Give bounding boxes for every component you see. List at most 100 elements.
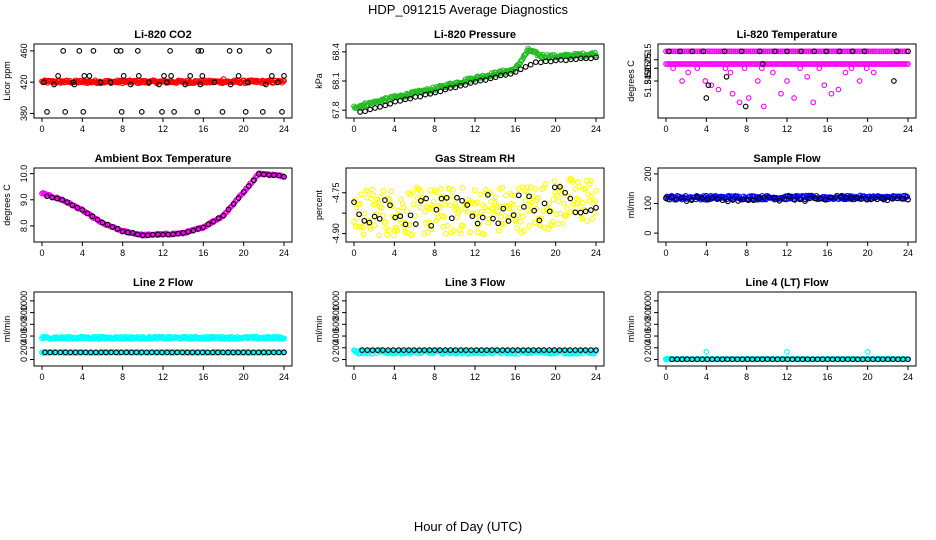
data-point (395, 347, 402, 353)
series-1 (663, 193, 911, 205)
data-point (500, 205, 507, 212)
data-point (905, 196, 911, 203)
x-tick-label: 0 (351, 372, 356, 382)
data-point (423, 195, 429, 202)
panel-7: Line 3 Flow ml/min 0 4 8 12 16 20 24 0 20040060080… (314, 277, 605, 382)
x-tick-label: 0 (39, 124, 44, 134)
panel-0: Li-820 CO2 Licor ppm 0 4 8 12 16 20 24 380 420 460 (2, 29, 293, 134)
data-point (766, 48, 773, 55)
data-point (791, 95, 797, 101)
data-point (424, 229, 431, 236)
data-point (364, 347, 371, 353)
data-point (773, 48, 780, 55)
data-point (572, 186, 579, 192)
data-point (882, 48, 889, 55)
x-tick-label: 20 (863, 248, 873, 258)
y-tick-label: 400 (643, 329, 653, 344)
data-point (385, 227, 392, 234)
data-point (104, 221, 111, 228)
data-point (357, 200, 363, 207)
data-point (109, 224, 116, 230)
data-point (548, 222, 555, 229)
data-point (482, 186, 489, 193)
data-point (736, 99, 743, 106)
panel-4: Gas Stream RH percent 0 4 8 12 16 20 24 -4.90 -4.7… (314, 153, 605, 258)
data-point (745, 48, 752, 55)
x-tick-label: 16 (510, 372, 520, 382)
y-tick-label: 460 (19, 43, 29, 58)
data-point (742, 103, 749, 110)
plot-frame (657, 291, 917, 367)
data-point (531, 219, 538, 226)
data-point (531, 207, 538, 214)
x-tick-label: 16 (198, 124, 208, 134)
data-point (674, 48, 681, 55)
x-tick-label: 8 (744, 248, 749, 258)
data-point (220, 212, 227, 219)
data-point (41, 79, 47, 86)
data-point (683, 198, 690, 204)
data-point (74, 204, 81, 211)
data-point (387, 100, 394, 107)
data-point (452, 347, 459, 353)
series-1 (351, 184, 599, 229)
data-point (460, 223, 467, 229)
data-point (474, 199, 481, 206)
x-tick-label: 4 (80, 124, 85, 134)
data-point (520, 347, 527, 353)
data-point (487, 75, 494, 82)
data-point (828, 90, 835, 97)
data-point (709, 194, 716, 201)
data-point (372, 105, 378, 111)
data-point (833, 48, 840, 55)
data-point (171, 109, 177, 115)
y-tick-label: 100 (643, 196, 653, 211)
panel-5: Sample Flow ml/min 0 4 8 12 16 20 24 0 100 200 (626, 153, 917, 258)
x-tick-label: 0 (351, 124, 356, 134)
data-point (90, 48, 97, 54)
y-tick-label: 68.4 (331, 43, 341, 61)
data-point (562, 189, 568, 196)
data-point (810, 99, 817, 106)
y-tick-label: 51.2490 (643, 65, 653, 98)
data-point (764, 48, 771, 55)
data-point (786, 48, 793, 55)
data-point (894, 195, 901, 202)
data-point (486, 215, 493, 222)
y-tick-label: 1000 (643, 291, 653, 311)
series-1 (663, 61, 911, 67)
data-point (836, 48, 843, 55)
x-tick-label: 24 (591, 124, 601, 134)
data-point (464, 208, 471, 215)
data-point (369, 347, 376, 353)
x-tick-label: 16 (510, 248, 520, 258)
y-tick-label: 600 (19, 317, 29, 332)
data-point (905, 61, 911, 67)
data-point (428, 226, 435, 232)
data-point (740, 196, 747, 203)
data-point (510, 212, 517, 218)
data-point (537, 59, 544, 66)
data-point (786, 193, 793, 200)
series-4 (44, 109, 285, 115)
data-point (478, 208, 485, 215)
data-point (447, 347, 454, 353)
data-point (802, 198, 808, 204)
x-tick-label: 12 (470, 124, 480, 134)
data-point (269, 73, 275, 79)
data-point (577, 209, 584, 216)
data-point (411, 347, 417, 353)
data-point (797, 196, 803, 203)
data-point (673, 196, 680, 203)
data-point (550, 196, 557, 203)
data-point (195, 226, 202, 232)
data-point (409, 231, 415, 237)
data-point (60, 48, 67, 54)
data-point (54, 195, 60, 202)
data-point (668, 194, 674, 201)
data-point (557, 210, 564, 217)
data-point (754, 78, 761, 84)
data-point (505, 214, 512, 221)
data-point (48, 78, 55, 84)
data-point (811, 48, 818, 55)
